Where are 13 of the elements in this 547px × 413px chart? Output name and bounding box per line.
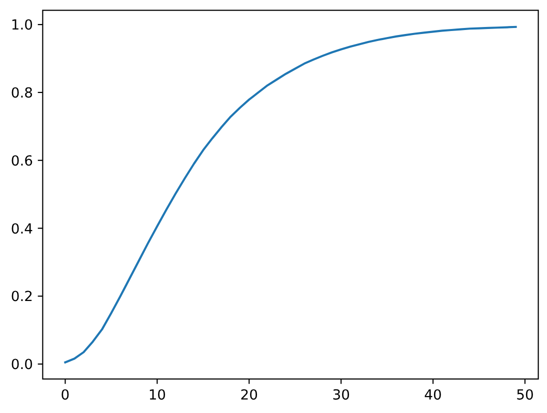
x-tick-label: 30 — [332, 387, 350, 404]
y-tick-label: 0.2 — [10, 289, 33, 306]
y-tick-label: 1.0 — [10, 18, 33, 34]
y-tick-label: 0.8 — [10, 85, 33, 102]
y-tick-label: 0.0 — [10, 357, 33, 374]
x-tick-label: 50 — [516, 387, 534, 404]
y-tick-label: 0.4 — [10, 221, 34, 238]
x-tick-label: 40 — [424, 387, 442, 404]
x-tick-label: 0 — [60, 387, 70, 404]
x-tick-label: 20 — [240, 387, 258, 404]
line-series — [64, 26, 517, 364]
x-tick-label: 10 — [148, 387, 166, 404]
y-tick-label: 0.6 — [10, 153, 33, 170]
